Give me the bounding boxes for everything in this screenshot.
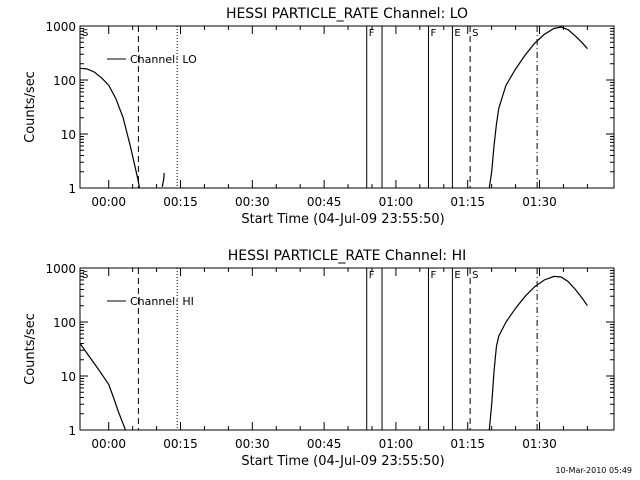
chart-title: HESSI PARTICLE_RATE Channel: LO — [226, 6, 468, 22]
event-marker-label: E — [454, 28, 460, 39]
event-marker-label: S — [472, 270, 478, 281]
x-tick-label: 00:15 — [163, 195, 198, 209]
plot-frame — [79, 267, 615, 431]
y-tick-label: 100 — [53, 316, 76, 330]
y-tick-label: 10 — [61, 370, 76, 384]
x-tick-label: 01:30 — [522, 437, 557, 451]
x-tick-label: 00:00 — [91, 195, 126, 209]
x-tick-label: 01:15 — [450, 195, 485, 209]
chart-title: HESSI PARTICLE_RATE Channel: HI — [228, 248, 466, 264]
x-tick-label: 01:00 — [379, 437, 414, 451]
data-series-line — [488, 26, 588, 188]
x-tick-label: 00:30 — [235, 437, 270, 451]
event-marker-label: F — [369, 270, 375, 281]
legend-label: Channel: LO — [130, 53, 197, 66]
x-tick-label: 00:15 — [163, 437, 198, 451]
y-tick-label: 100 — [53, 74, 76, 88]
legend-label: Channel: HI — [130, 295, 194, 308]
data-series-line — [80, 67, 140, 188]
x-tick-label: 01:15 — [450, 437, 485, 451]
y-tick-label: 1 — [68, 182, 76, 196]
y-axis-label: Counts/sec — [23, 71, 38, 143]
chart-panel-2: HESSI PARTICLE_RATE Channel: HI 1 10 100 100… — [23, 248, 615, 469]
y-axis-label: Counts/sec — [23, 313, 38, 385]
data-series-line — [80, 343, 127, 430]
footer-timestamp: 10-Mar-2010 05:49 — [555, 466, 633, 475]
event-marker-label: E — [454, 270, 460, 281]
event-marker-label: F — [430, 270, 436, 281]
data-series-line — [488, 275, 588, 430]
y-tick-label: 10 — [61, 128, 76, 142]
corner-marker-label: S — [82, 28, 88, 39]
x-tick-label: 00:45 — [307, 437, 342, 451]
chart-panel-1: HESSI PARTICLE_RATE Channel: LO 1 10 100 100… — [23, 6, 615, 227]
y-tick-label: 1000 — [45, 20, 76, 34]
y-tick-label: 1 — [68, 424, 76, 438]
x-axis-label: Start Time (04-Jul-09 23:55:50) — [241, 212, 444, 227]
event-marker-label: F — [369, 28, 375, 39]
y-tick-label: 1000 — [45, 262, 76, 276]
x-tick-label: 01:00 — [379, 195, 414, 209]
data-series-line — [161, 172, 165, 188]
x-tick-label: 00:00 — [91, 437, 126, 451]
event-marker-label: S — [472, 28, 478, 39]
x-tick-label: 00:30 — [235, 195, 270, 209]
x-tick-label: 00:45 — [307, 195, 342, 209]
x-tick-label: 01:30 — [522, 195, 557, 209]
x-axis-label: Start Time (04-Jul-09 23:55:50) — [241, 454, 444, 469]
plot-frame — [79, 25, 615, 189]
event-marker-label: F — [430, 28, 436, 39]
corner-marker-label: S — [82, 270, 88, 281]
